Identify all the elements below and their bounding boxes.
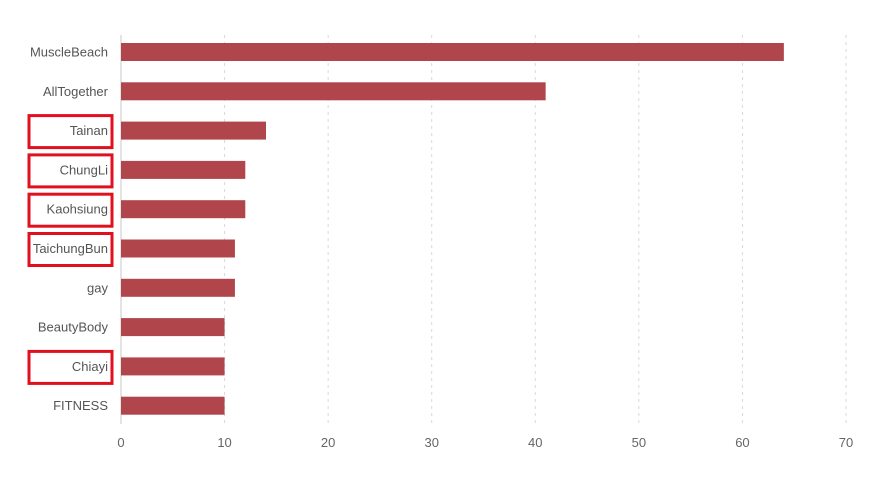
x-tick-label: 50 xyxy=(632,435,646,450)
bar xyxy=(121,357,225,376)
bar xyxy=(121,43,784,61)
highlight-box xyxy=(27,114,114,150)
x-tick-label: 10 xyxy=(217,435,231,450)
bar xyxy=(121,396,225,415)
x-tick-label: 70 xyxy=(839,435,853,450)
highlight-box xyxy=(27,192,114,228)
highlight-box xyxy=(27,349,114,385)
category-label: MuscleBeach xyxy=(30,45,108,60)
category-label: TaichungBun xyxy=(33,241,108,256)
category-label: AllTogether xyxy=(43,84,109,99)
highlight-layer xyxy=(27,114,114,385)
bar xyxy=(121,239,235,258)
category-label: Kaohsiung xyxy=(47,202,108,217)
highlight-box xyxy=(27,153,114,189)
category-label: BeautyBody xyxy=(38,320,109,335)
bar xyxy=(121,200,246,219)
bar-layer xyxy=(121,43,784,415)
bar xyxy=(121,121,266,140)
category-label: Tainan xyxy=(70,123,108,138)
highlight-box xyxy=(27,232,114,267)
x-tick-label: 30 xyxy=(424,435,438,450)
bar xyxy=(121,278,235,297)
x-tick-layer: 0 10 20 30 40 50 60 70 xyxy=(117,435,853,450)
category-label: FITNESS xyxy=(53,398,108,413)
category-label-layer: MuscleBeach AllTogether Tainan ChungLi Kaohs… xyxy=(30,45,109,414)
category-label: Chiayi xyxy=(72,359,108,374)
x-tick-label: 40 xyxy=(528,435,542,450)
category-label: gay xyxy=(87,280,108,295)
bar xyxy=(121,82,546,101)
x-tick-label: 0 xyxy=(117,435,124,450)
x-tick-label: 20 xyxy=(321,435,335,450)
x-tick-label: 60 xyxy=(735,435,749,450)
bar xyxy=(121,160,246,179)
bar xyxy=(121,318,225,337)
category-label: ChungLi xyxy=(60,162,109,177)
